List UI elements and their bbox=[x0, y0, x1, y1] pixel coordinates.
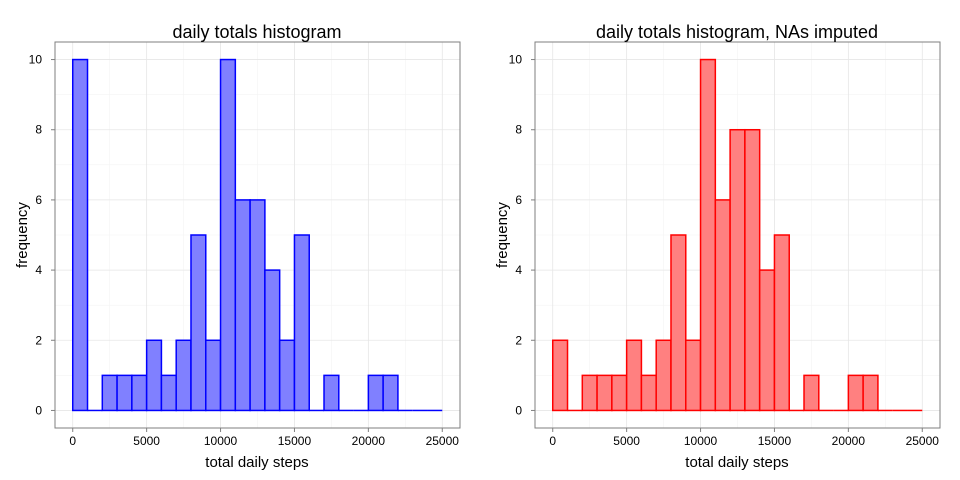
x-tick-label: 20000 bbox=[352, 434, 386, 448]
histogram-bar bbox=[685, 339, 702, 412]
histogram-bar bbox=[847, 374, 864, 412]
x-axis-label: total daily steps bbox=[205, 454, 308, 471]
histogram-bars bbox=[71, 58, 443, 412]
histogram-bar bbox=[367, 374, 384, 412]
x-tick-label: 25000 bbox=[426, 434, 460, 448]
histogram-bar bbox=[293, 234, 310, 412]
histogram-bar bbox=[145, 339, 163, 412]
x-tick-label: 25000 bbox=[906, 434, 940, 448]
y-tick-label: 0 bbox=[515, 403, 522, 417]
histogram-bar bbox=[729, 128, 746, 412]
histogram-bar bbox=[655, 339, 672, 412]
histogram-bar bbox=[640, 374, 657, 412]
x-tick-label: 5000 bbox=[613, 434, 640, 448]
histogram-bar bbox=[264, 269, 281, 412]
y-tick-label: 8 bbox=[515, 123, 522, 137]
histogram-bar bbox=[670, 234, 687, 412]
chart-title: daily totals histogram, NAs imputed bbox=[596, 22, 878, 42]
chart-title: daily totals histogram bbox=[172, 22, 341, 42]
plot-frame bbox=[534, 41, 941, 429]
x-tick-label: 20000 bbox=[832, 434, 866, 448]
y-tick-label: 10 bbox=[509, 53, 523, 67]
y-tick-label: 4 bbox=[35, 263, 42, 277]
histogram-bar bbox=[382, 374, 399, 412]
histogram-bar bbox=[611, 374, 628, 412]
y-tick-label: 4 bbox=[515, 263, 522, 277]
y-tick-label: 10 bbox=[29, 53, 43, 67]
y-tick-label: 2 bbox=[515, 333, 522, 347]
histogram-bar bbox=[131, 374, 148, 412]
y-axis-label: frequency bbox=[14, 202, 31, 268]
plot-frame bbox=[54, 41, 461, 429]
y-tick-label: 6 bbox=[35, 193, 42, 207]
y-tick-label: 8 bbox=[35, 123, 42, 137]
histogram-bar bbox=[699, 58, 717, 412]
histogram-bar bbox=[116, 374, 133, 412]
histogram-bar bbox=[596, 374, 613, 412]
histogram-bar bbox=[862, 374, 879, 412]
histogram-bar bbox=[190, 234, 207, 412]
axes: 0 5000 10000 15000 20000 25000 0 2 4 6 8 10 bbox=[509, 53, 940, 448]
histogram-bar bbox=[249, 199, 266, 412]
histogram-bar bbox=[758, 269, 776, 412]
histogram-bar bbox=[323, 374, 340, 412]
x-axis-label: total daily steps bbox=[685, 454, 788, 471]
histogram-panel-2: 0 5000 10000 15000 20000 25000 0 2 4 6 8 10 daily to… bbox=[494, 22, 941, 471]
histogram-bar bbox=[714, 199, 731, 412]
x-tick-label: 15000 bbox=[278, 434, 312, 448]
histogram-bar bbox=[219, 58, 237, 412]
x-tick-label: 15000 bbox=[758, 434, 792, 448]
histogram-bar bbox=[71, 58, 89, 412]
histogram-bars bbox=[551, 58, 923, 412]
histogram-bar bbox=[160, 374, 177, 412]
histogram-bar bbox=[581, 374, 598, 412]
histogram-bar bbox=[234, 199, 251, 412]
histogram-bar bbox=[803, 374, 820, 412]
y-axis-label: frequency bbox=[494, 202, 511, 268]
histogram-bar bbox=[773, 234, 790, 412]
y-tick-label: 2 bbox=[35, 333, 42, 347]
x-tick-label: 0 bbox=[69, 434, 76, 448]
x-tick-label: 10000 bbox=[684, 434, 718, 448]
histogram-panel-1: 0 5000 10000 15000 20000 25000 0 2 4 6 8 10 daily to… bbox=[14, 22, 461, 471]
histogram-bar bbox=[625, 339, 643, 412]
histogram-bar bbox=[101, 374, 118, 412]
axes: 0 5000 10000 15000 20000 25000 0 2 4 6 8 10 bbox=[29, 53, 460, 448]
x-tick-label: 10000 bbox=[204, 434, 238, 448]
x-tick-label: 0 bbox=[549, 434, 556, 448]
histogram-bar bbox=[175, 339, 192, 412]
histogram-bar bbox=[551, 339, 569, 412]
y-tick-label: 6 bbox=[515, 193, 522, 207]
y-tick-label: 0 bbox=[35, 403, 42, 417]
histogram-bar bbox=[278, 339, 296, 412]
histogram-bar bbox=[205, 339, 222, 412]
histogram-bar bbox=[744, 128, 761, 412]
x-tick-label: 5000 bbox=[133, 434, 160, 448]
